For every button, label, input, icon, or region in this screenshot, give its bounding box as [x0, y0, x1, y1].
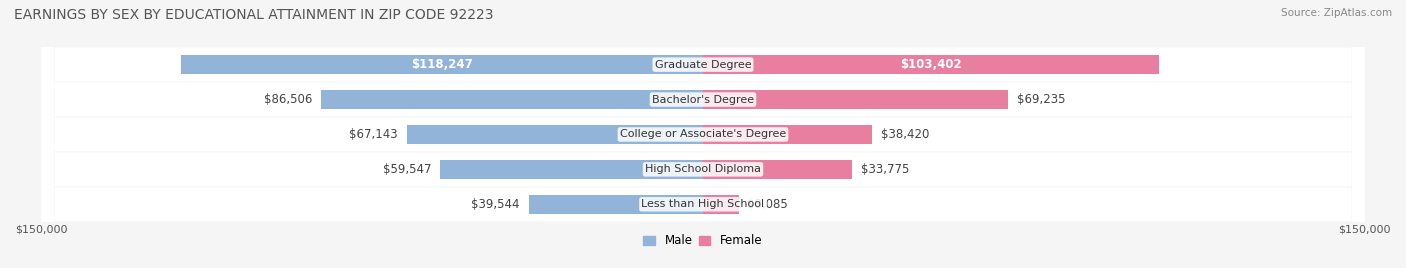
Text: College or Associate's Degree: College or Associate's Degree: [620, 129, 786, 139]
Text: $33,775: $33,775: [860, 163, 910, 176]
Text: $59,547: $59,547: [382, 163, 432, 176]
Text: Bachelor's Degree: Bachelor's Degree: [652, 95, 754, 105]
Text: $86,506: $86,506: [264, 93, 312, 106]
Text: Source: ZipAtlas.com: Source: ZipAtlas.com: [1281, 8, 1392, 18]
Bar: [703, 160, 852, 179]
Text: $69,235: $69,235: [1018, 93, 1066, 106]
Text: $103,402: $103,402: [900, 58, 962, 71]
Bar: [703, 195, 738, 214]
FancyBboxPatch shape: [41, 0, 1365, 268]
Text: Less than High School: Less than High School: [641, 199, 765, 209]
Bar: [529, 195, 703, 214]
FancyBboxPatch shape: [41, 0, 1365, 268]
Bar: [181, 55, 703, 74]
Text: $8,085: $8,085: [748, 198, 789, 211]
FancyBboxPatch shape: [41, 0, 1365, 268]
Text: High School Diploma: High School Diploma: [645, 164, 761, 174]
FancyBboxPatch shape: [41, 0, 1365, 268]
Bar: [703, 90, 1008, 109]
Bar: [440, 160, 703, 179]
Bar: [703, 125, 873, 144]
Text: $118,247: $118,247: [412, 58, 472, 71]
Text: $38,420: $38,420: [882, 128, 929, 141]
Bar: [322, 90, 703, 109]
Bar: [703, 55, 1159, 74]
Text: $39,544: $39,544: [471, 198, 520, 211]
Text: Graduate Degree: Graduate Degree: [655, 59, 751, 70]
Bar: [406, 125, 703, 144]
Legend: Male, Female: Male, Female: [644, 234, 762, 247]
Text: EARNINGS BY SEX BY EDUCATIONAL ATTAINMENT IN ZIP CODE 92223: EARNINGS BY SEX BY EDUCATIONAL ATTAINMEN…: [14, 8, 494, 22]
FancyBboxPatch shape: [41, 0, 1365, 268]
Text: $67,143: $67,143: [349, 128, 398, 141]
